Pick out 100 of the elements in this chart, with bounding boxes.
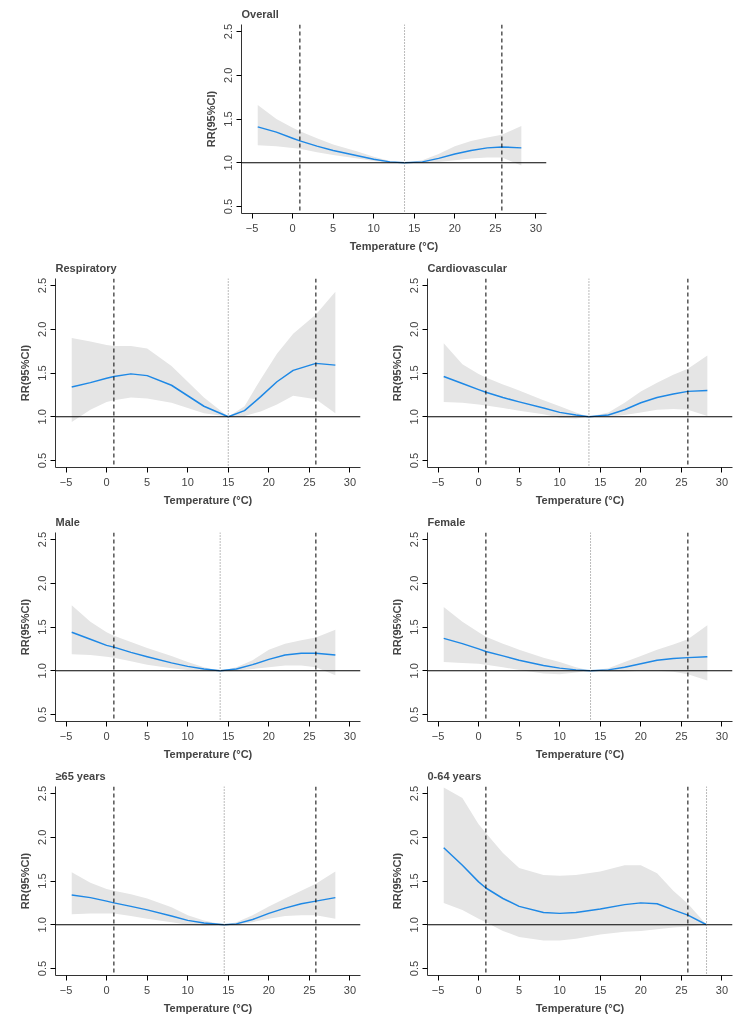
- x-tick-label: −5: [59, 729, 73, 742]
- x-tick-label: 0: [103, 983, 110, 996]
- x-axis-title: Temperature (°C): [163, 1001, 253, 1014]
- x-tick-label: 20: [262, 729, 275, 742]
- x-tick-label: 25: [489, 221, 502, 234]
- x-tick-label: 15: [222, 729, 235, 742]
- x-tick-label: 15: [408, 221, 421, 234]
- x-tick-label: 25: [303, 729, 316, 742]
- x-tick-label: 10: [553, 475, 566, 488]
- x-tick-label: 15: [594, 475, 607, 488]
- x-tick-label: 25: [675, 729, 688, 742]
- x-tick-label: 5: [144, 729, 151, 742]
- x-tick-label: 25: [675, 475, 688, 488]
- x-tick-label: 0: [475, 729, 482, 742]
- x-tick-label: 5: [516, 983, 523, 996]
- y-tick-label: 2.5: [407, 277, 420, 294]
- y-tick-label: 1.0: [407, 409, 420, 425]
- y-tick-label: 2.0: [221, 67, 234, 83]
- chart-title: Female: [427, 515, 466, 528]
- y-tick-label: 2.0: [35, 575, 48, 591]
- y-tick-label: 2.0: [407, 575, 420, 591]
- y-tick-label: 1.0: [35, 663, 48, 679]
- y-tick-label: 1.5: [35, 619, 48, 635]
- x-tick-label: 5: [516, 729, 523, 742]
- x-tick-label: 30: [715, 729, 729, 742]
- x-tick-label: −5: [245, 221, 259, 234]
- y-axis-title: RR(95%CI): [18, 598, 31, 656]
- x-tick-label: 20: [262, 983, 275, 996]
- y-axis-title: RR(95%CI): [390, 852, 403, 910]
- y-tick-label: 0.5: [35, 706, 48, 723]
- x-tick-label: 5: [330, 221, 337, 234]
- y-tick-label: 2.5: [35, 531, 48, 548]
- x-tick-label: 15: [222, 983, 235, 996]
- x-tick-label: 20: [448, 221, 461, 234]
- chart-title: Male: [55, 515, 80, 528]
- y-tick-label: 2.0: [35, 829, 48, 845]
- x-tick-label: 5: [516, 475, 523, 488]
- y-tick-label: 1.0: [221, 155, 234, 171]
- x-tick-label: 10: [553, 729, 566, 742]
- y-tick-label: 2.5: [221, 23, 234, 40]
- y-tick-label: 1.5: [407, 619, 420, 635]
- y-tick-label: 0.5: [407, 960, 420, 977]
- y-tick-label: 1.5: [35, 873, 48, 889]
- x-tick-label: −5: [431, 729, 445, 742]
- x-tick-label: 0: [289, 221, 296, 234]
- chart-title: Respiratory: [55, 261, 118, 274]
- y-axis-title: RR(95%CI): [18, 344, 31, 402]
- x-tick-label: 20: [634, 983, 647, 996]
- x-tick-label: 25: [675, 983, 688, 996]
- x-tick-label: 20: [634, 475, 647, 488]
- x-tick-label: −5: [431, 475, 445, 488]
- chart-title: ≥65 years: [55, 769, 106, 782]
- x-tick-label: 15: [594, 729, 607, 742]
- x-tick-label: −5: [59, 475, 73, 488]
- x-tick-label: 15: [594, 983, 607, 996]
- y-tick-label: 2.0: [407, 321, 420, 337]
- x-tick-label: 30: [715, 475, 729, 488]
- x-tick-label: 5: [144, 475, 151, 488]
- chart-title: 0-64 years: [427, 769, 482, 782]
- x-axis-title: Temperature (°C): [535, 493, 625, 506]
- x-tick-label: 20: [262, 475, 275, 488]
- y-tick-label: 0.5: [221, 198, 234, 215]
- y-tick-label: 0.5: [407, 452, 420, 469]
- x-tick-label: 30: [343, 729, 357, 742]
- y-tick-label: 1.0: [35, 917, 48, 933]
- x-tick-label: 20: [634, 729, 647, 742]
- y-tick-label: 0.5: [407, 706, 420, 723]
- y-tick-label: 1.0: [35, 409, 48, 425]
- y-tick-label: 1.5: [407, 873, 420, 889]
- x-tick-label: 0: [103, 475, 110, 488]
- x-tick-label: 30: [529, 221, 543, 234]
- y-tick-label: 1.5: [407, 365, 420, 381]
- x-tick-label: 10: [181, 983, 194, 996]
- x-tick-label: 0: [475, 475, 482, 488]
- x-tick-label: 10: [181, 475, 194, 488]
- x-axis-title: Temperature (°C): [535, 1001, 625, 1014]
- x-tick-label: 30: [343, 983, 357, 996]
- y-tick-label: 1.5: [35, 365, 48, 381]
- x-tick-label: 25: [303, 983, 316, 996]
- x-tick-label: 10: [553, 983, 566, 996]
- y-axis-title: RR(95%CI): [18, 852, 31, 910]
- x-tick-label: 0: [103, 729, 110, 742]
- y-axis-title: RR(95%CI): [390, 344, 403, 402]
- y-tick-label: 1.5: [221, 111, 234, 127]
- x-axis-title: Temperature (°C): [163, 747, 253, 760]
- y-tick-label: 2.5: [407, 785, 420, 802]
- x-axis-title: Temperature (°C): [535, 747, 625, 760]
- x-tick-label: 15: [222, 475, 235, 488]
- y-tick-label: 2.5: [35, 277, 48, 294]
- x-tick-label: 5: [144, 983, 151, 996]
- chart-title: Cardiovascular: [427, 261, 508, 274]
- x-tick-label: 10: [367, 221, 380, 234]
- y-tick-label: 2.5: [407, 531, 420, 548]
- y-tick-label: 2.5: [35, 785, 48, 802]
- y-tick-label: 1.0: [407, 917, 420, 933]
- x-tick-label: 10: [181, 729, 194, 742]
- x-tick-label: 30: [343, 475, 357, 488]
- y-axis-title: RR(95%CI): [204, 90, 217, 148]
- x-tick-label: −5: [59, 983, 73, 996]
- x-tick-label: −5: [431, 983, 445, 996]
